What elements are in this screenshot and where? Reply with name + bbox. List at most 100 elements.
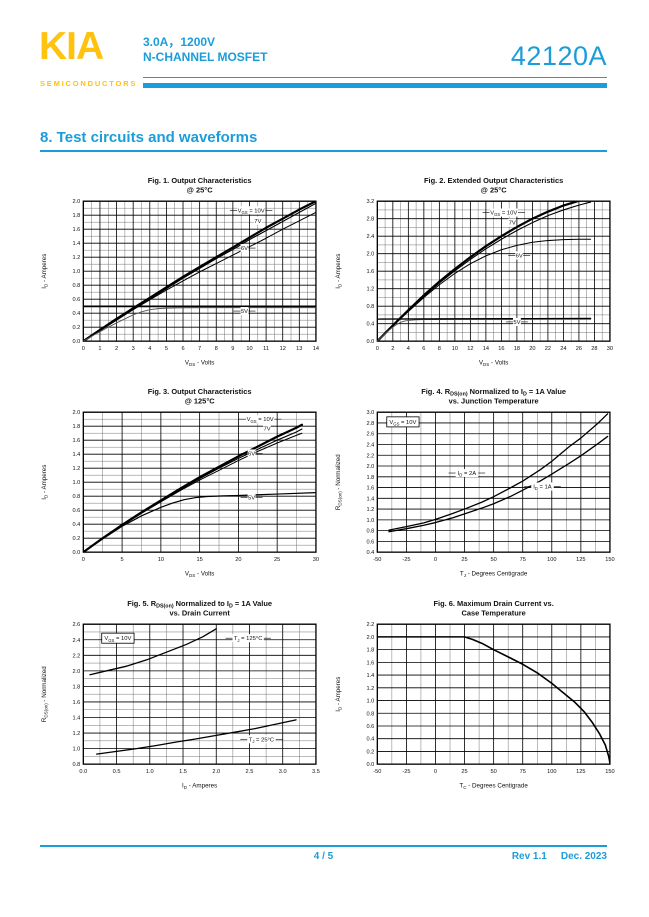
grid-minor [391,624,596,765]
y-axis-title: ID - Amperes [335,254,343,289]
x-tick: 10 [158,558,164,564]
figure-fig2: Fig. 2. Extended Output Characteristics @… [331,174,617,379]
y-tick: 1.0 [72,481,80,487]
y-tick: 1.6 [72,227,80,233]
figure-fig6: Fig. 6. Maximum Drain Current vs. Case Te… [331,597,617,802]
annotation-6v: 6V [248,452,255,458]
x-axis-title: VDS - Volts [479,359,509,367]
annotation-7v: 7V [264,427,271,433]
page-number: 4 / 5 [313,851,334,862]
x-tick: -50 [373,769,381,775]
x-tick: 4 [148,346,151,352]
chart-title-line2: Case Temperature [461,608,525,617]
y-tick: 0.6 [366,540,374,546]
series-group [377,635,610,764]
x-axis-title: VDS - Volts [185,571,215,579]
y-tick: 0.6 [366,724,374,730]
y-tick: 3.0 [366,411,374,417]
series-tj-125-c [89,628,217,676]
y-tick: 1.2 [72,467,80,473]
series-vgs-5v [377,318,592,342]
x-axis-title: VDS - Volts [185,359,215,367]
kia-logo: KIA [39,25,104,68]
kia-logo-subtext: SEMICONDUCTORS [40,79,138,88]
figure-fig1: Fig. 1. Output Characteristics @ 25°C 0 1 2 3… [37,174,323,379]
x-tick: 11 [263,346,269,352]
series-group [388,413,609,533]
annotation-bg [247,735,276,744]
annotation-6v: 6V [241,246,248,252]
y-tick: 2.4 [366,234,374,240]
grid-major [376,623,611,765]
x-tick: -25 [402,769,410,775]
x-tick: 14 [313,346,319,352]
y-tick: 0.6 [72,509,80,515]
plot-border [82,200,317,342]
series-vgs-5v-saturation-level [377,317,592,320]
annotation-id-2a: ID = 2A [458,471,477,478]
x-tick: 15 [197,558,203,564]
x-tick: 25 [461,769,467,775]
x-axis-title: TC - Degrees Centigrade [459,782,528,790]
annotation-vgs-10v: VGS = 10V [389,420,416,427]
series-maximum-drain-current [377,635,610,764]
y-tick: 0.4 [72,523,80,529]
y-tick: 1.2 [366,508,374,514]
x-tick: 100 [547,558,556,564]
x-tick: 5 [165,346,168,352]
revision: Rev 1.1 [511,851,547,862]
annotation-bg [489,208,518,217]
y-tick: 2.6 [366,432,374,438]
y-tick: 0.8 [366,529,374,535]
x-tick: 125 [576,769,585,775]
header-rule-thin [143,77,607,78]
footer-rule [40,845,607,847]
y-axis-title: RDS(on) - Normalized [41,666,49,722]
chart-title-line2: vs. Junction Temperature [449,397,539,406]
plot-border [376,623,611,765]
plot-border [376,411,611,554]
y-tick: 1.4 [366,673,374,679]
series-vgs-6v [377,238,592,342]
chart-title-line1: Fig. 5. RDS(on) Normalized to ID = 1A Va… [127,599,272,610]
y-tick: 1.0 [72,746,80,752]
annotation-5v: 5V [241,309,248,315]
annotation-box [386,416,420,428]
x-tick: 2.0 [212,769,220,775]
annotation-vgs-10v: VGS = 10V [104,636,131,643]
y-tick: 0.2 [366,749,374,755]
x-tick: 7 [198,346,201,352]
annotation-vgs-10v: VGS = 10V [247,418,274,425]
annotation-6v: 6V [516,253,523,259]
plot-border [376,200,611,342]
y-axis-title: RDS(on) - Normalized [335,454,343,510]
y-axis-title: ID - Amperes [335,676,343,711]
x-tick: 20 [235,558,241,564]
x-tick: 10 [452,346,458,352]
x-tick: 0 [376,346,379,352]
x-tick: 30 [313,558,319,564]
chart-title-line2: vs. Drain Current [169,608,230,617]
y-tick: 1.2 [366,686,374,692]
chart-title-line1: Fig. 3. Output Characteristics [148,387,252,396]
revision-info: Rev 1.1 Dec. 2023 [512,851,607,862]
chart-title-line1: Fig. 2. Extended Output Characteristics [424,176,563,185]
annotation-bg [240,307,249,316]
x-tick: 9 [231,346,234,352]
section-heading-rule [40,150,607,152]
x-tick: 150 [605,558,614,564]
y-tick: 0.0 [366,762,374,768]
y-tick: 0.8 [366,711,374,717]
y-tick: 0.8 [72,762,80,768]
chart-title-line1: Fig. 6. Maximum Drain Current vs. [433,599,553,608]
y-tick: 1.6 [72,700,80,706]
y-tick: 1.2 [72,731,80,737]
x-tick: 0 [82,558,85,564]
tick-labels: 0 2 4 6 8 10 12 14 16 18 20 22 24 26 28 300.00.40.81.21… [366,199,613,352]
grid-major [376,412,611,553]
series-group [83,201,316,342]
device-rating: 3.0A，1200V [143,35,216,49]
y-tick: 2.0 [366,252,374,258]
plot-border [82,623,317,765]
